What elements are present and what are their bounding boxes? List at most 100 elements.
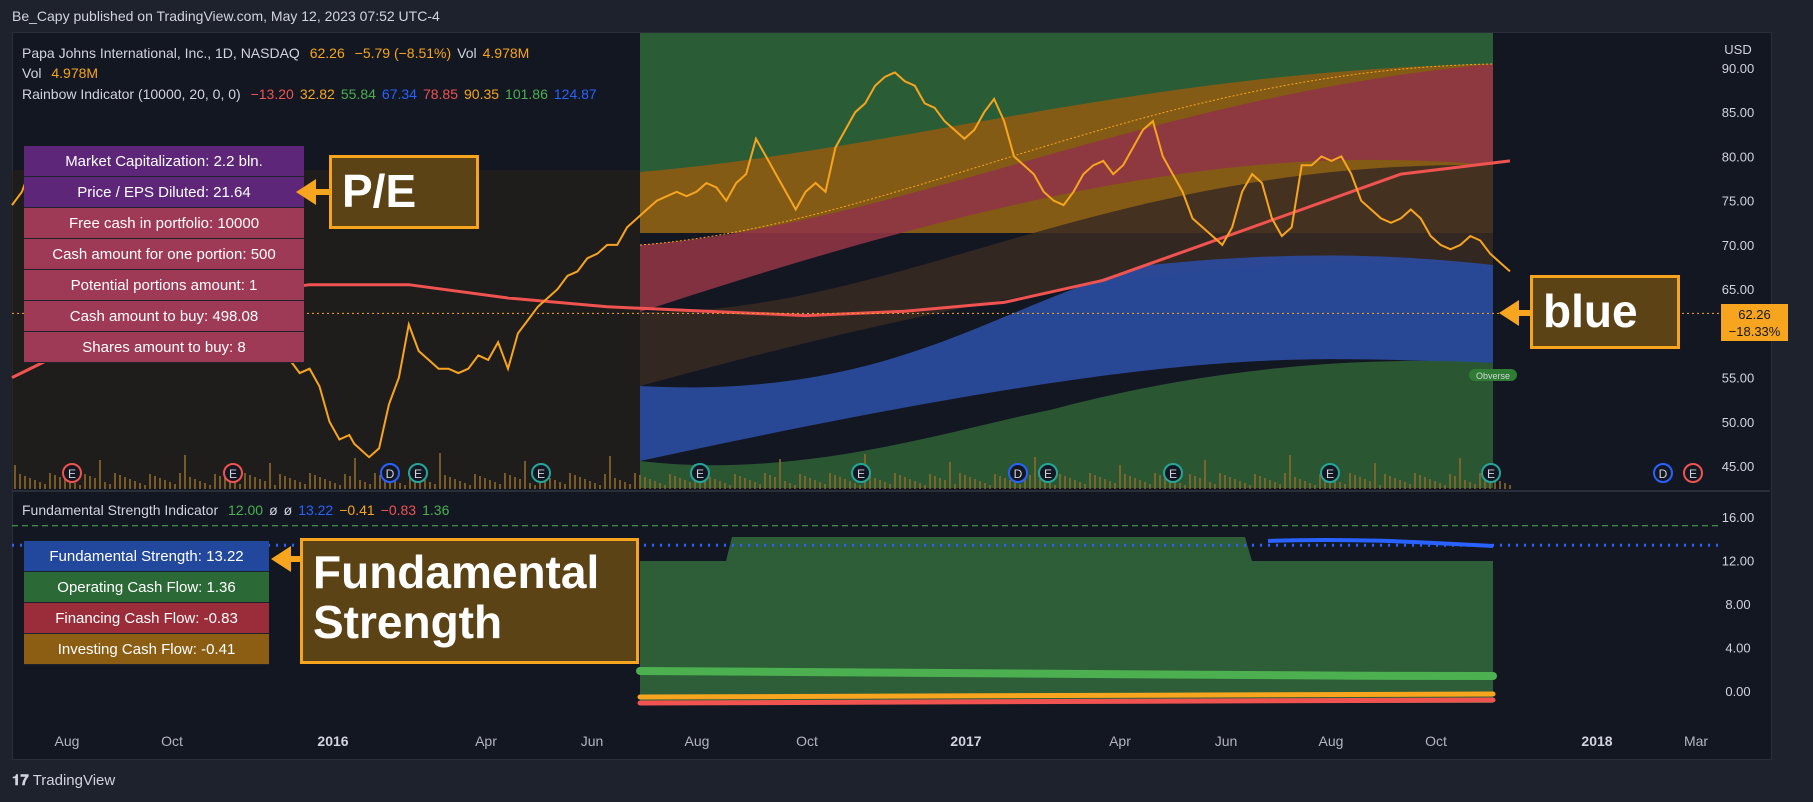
- volume-bar: [409, 474, 411, 489]
- obverse-badge-label: Obverse: [1476, 371, 1510, 381]
- symbol-vol-value: 4.978M: [482, 45, 530, 61]
- volume-bar: [179, 473, 181, 489]
- event-marker-label: E: [1689, 467, 1697, 481]
- volume-bar: [199, 481, 201, 489]
- financing-cf-line: [637, 697, 1496, 706]
- fs-y-tick-label: 16.00: [1722, 510, 1755, 525]
- volume-bar: [854, 483, 856, 489]
- volume-bar: [1329, 478, 1331, 489]
- volume-bar: [234, 482, 236, 489]
- x-tick-label: Aug: [1319, 733, 1344, 749]
- volume-bar: [1244, 483, 1246, 489]
- volume-bar: [819, 482, 821, 489]
- rainbow-value-3: 67.34: [381, 86, 417, 102]
- volume-bar: [624, 482, 626, 489]
- rainbow-legend[interactable]: Rainbow Indicator (10000, 20, 0, 0) −13.…: [22, 86, 603, 102]
- info-box-top: Market Capitalization: 2.2 bln. Price / E…: [24, 146, 304, 363]
- volume-bar: [1444, 485, 1446, 489]
- volume-bar: [24, 476, 26, 489]
- volume-bar: [14, 465, 16, 489]
- volume-bar: [149, 474, 151, 489]
- volume-bar: [94, 478, 96, 489]
- volume-bar: [1429, 479, 1431, 489]
- volume-bar: [84, 474, 86, 489]
- callout-pe: P/E: [329, 155, 479, 229]
- event-marker-icon: [851, 463, 871, 483]
- volume-bar: [339, 485, 341, 489]
- rainbow-value-2: 55.84: [340, 86, 376, 102]
- volume-bar: [1474, 484, 1476, 489]
- volume-bar: [64, 479, 66, 489]
- volume-bar: [1119, 465, 1121, 489]
- fsi-value-6: 1.36: [422, 502, 450, 518]
- event-marker-label: E: [229, 467, 237, 481]
- volume-bar: [824, 484, 826, 489]
- volume-bar: [274, 485, 276, 489]
- volume-bar: [709, 477, 711, 489]
- event-marker-label: E: [857, 467, 865, 481]
- tradingview-logo[interactable]: 𝟏𝟕 TradingView: [12, 772, 115, 789]
- volume-bar: [444, 475, 446, 489]
- volume-legend[interactable]: Vol 4.978M: [22, 65, 104, 81]
- volume-bar: [99, 460, 101, 489]
- volume-bar: [1304, 481, 1306, 489]
- volume-bar: [1484, 475, 1486, 489]
- fundamental-arrow-shaft: [288, 556, 300, 562]
- volume-bar: [809, 478, 811, 489]
- volume-bar: [364, 482, 366, 489]
- volume-bar: [529, 483, 531, 489]
- volume-bar: [1159, 475, 1161, 489]
- volume-bar: [1104, 479, 1106, 489]
- volume-bar: [949, 462, 951, 489]
- volume-bar: [1179, 483, 1181, 489]
- callout-blue: blue: [1530, 275, 1680, 349]
- volume-bar: [154, 476, 156, 489]
- last-price-pct: −18.33%: [1728, 324, 1781, 339]
- volume-bar: [1409, 484, 1411, 489]
- rainbow-name: Rainbow Indicator (10000, 20, 0, 0): [22, 86, 241, 102]
- volume-bar: [304, 484, 306, 489]
- volume-bar: [739, 476, 741, 489]
- volume-bar: [1169, 479, 1171, 489]
- x-tick-label: 2018: [1581, 733, 1612, 749]
- volume-bar: [999, 476, 1001, 489]
- volume-bar: [1004, 478, 1006, 489]
- green-band: [640, 360, 1493, 488]
- volume-bar: [314, 475, 316, 489]
- volume-bar: [374, 473, 376, 489]
- volume-bar: [254, 477, 256, 489]
- volume-bar: [514, 477, 516, 489]
- volume-bar: [1079, 482, 1081, 489]
- volume-bar: [1059, 474, 1061, 489]
- last-price-tag: 62.26 −18.33%: [1721, 304, 1788, 341]
- volume-bar: [344, 474, 346, 489]
- volume-bar: [964, 475, 966, 489]
- symbol-vol-label: Vol: [457, 45, 477, 61]
- volume-bar: [744, 478, 746, 489]
- volume-bar: [1394, 478, 1396, 489]
- fsi-name: Fundamental Strength Indicator: [22, 502, 219, 518]
- fsi-value-1: ø: [269, 502, 278, 518]
- volume-bar: [1339, 482, 1341, 489]
- volume-bar: [664, 485, 666, 489]
- event-marker-icon: [1481, 463, 1501, 483]
- published-caption: Be_Capy published on TradingView.com, Ma…: [12, 8, 440, 24]
- volume-bar: [239, 484, 241, 489]
- x-tick-label: Apr: [475, 733, 497, 749]
- volume-bar: [169, 482, 171, 489]
- volume-bar: [804, 476, 806, 489]
- volume-bar: [1294, 477, 1296, 489]
- x-tick-label: Oct: [161, 733, 183, 749]
- volume-bar: [719, 481, 721, 489]
- x-tick-label: Oct: [1425, 733, 1447, 749]
- volume-bar: [789, 483, 791, 489]
- fsi-legend[interactable]: Fundamental Strength Indicator 12.00 ø ø 13…: [22, 502, 455, 518]
- tv-brand: TradingView: [32, 772, 116, 789]
- volume-bar: [619, 480, 621, 489]
- volume-bar: [909, 479, 911, 489]
- volume-bar: [49, 473, 51, 489]
- volume-bar: [264, 481, 266, 489]
- volume-bar: [1499, 481, 1501, 489]
- symbol-legend[interactable]: Papa Johns International, Inc., 1D, NASD…: [22, 45, 535, 61]
